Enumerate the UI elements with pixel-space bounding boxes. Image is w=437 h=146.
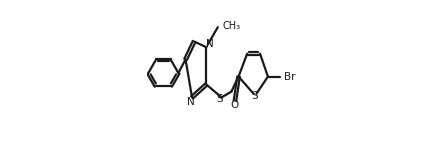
Text: N: N: [205, 39, 213, 49]
Text: CH₃: CH₃: [222, 21, 240, 31]
Text: O: O: [230, 100, 238, 110]
Text: S: S: [217, 94, 223, 104]
Text: N: N: [187, 97, 195, 107]
Text: S: S: [252, 91, 258, 101]
Text: Br: Br: [284, 72, 295, 82]
